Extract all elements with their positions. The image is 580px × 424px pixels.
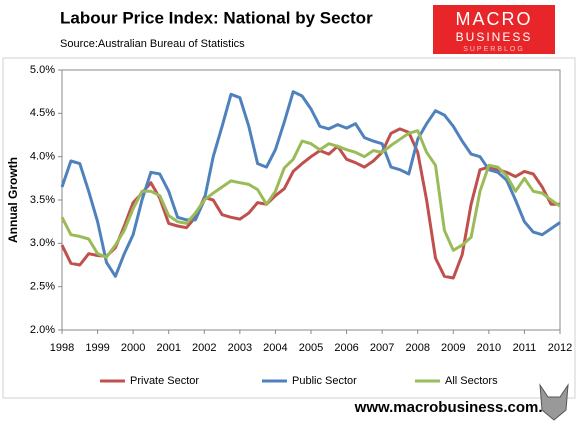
y-tick-label: 5.0%: [30, 64, 55, 76]
y-tick-label: 2.5%: [30, 281, 55, 293]
x-tick-label: 2011: [513, 342, 537, 354]
x-tick-label: 2006: [334, 342, 358, 354]
footer: www.macrobusiness.com.au: [354, 399, 560, 416]
x-tick-label: 2012: [548, 342, 572, 354]
wolf-head: [539, 383, 569, 421]
x-tick-label: 2001: [156, 342, 180, 354]
x-tick-label: 2005: [299, 342, 323, 354]
x-tick-label: 2002: [192, 342, 216, 354]
x-tick-label: 1999: [85, 342, 109, 354]
legend-label: Public Sector: [292, 375, 357, 387]
logo-text: MACRO: [456, 9, 533, 29]
x-tick-label: 2008: [405, 342, 429, 354]
legend-label: Private Sector: [130, 375, 199, 387]
logo-text: SUPERBLOG: [463, 46, 525, 53]
y-axis-label: Annual Growth: [6, 157, 20, 243]
wolf-icon: [539, 383, 569, 421]
x-tick-label: 2000: [121, 342, 145, 354]
chart-border: [2, 57, 576, 399]
x-tick-label: 2003: [228, 342, 252, 354]
logo-text: BUSINESS: [456, 30, 533, 44]
series-line: [60, 129, 561, 259]
x-tick-label: 1998: [50, 342, 74, 354]
y-tick-label: 2.0%: [30, 324, 55, 336]
y-tick-label: 4.0%: [30, 151, 55, 163]
legend-label: All Sectors: [445, 375, 498, 387]
x-tick-label: 2004: [263, 342, 287, 354]
y-tick-label: 3.5%: [30, 194, 55, 206]
x-tick-label: 2009: [441, 342, 465, 354]
y-tick-label: 3.0%: [30, 237, 55, 249]
chart-title: Labour Price Index: National by Sector: [60, 8, 373, 27]
chart-subtitle: Source:Australian Bureau of Statistics: [60, 38, 245, 50]
y-tick-label: 4.5%: [30, 107, 55, 119]
logo-box: [433, 5, 555, 54]
x-tick-label: 2007: [370, 342, 394, 354]
x-tick-label: 2010: [477, 342, 501, 354]
